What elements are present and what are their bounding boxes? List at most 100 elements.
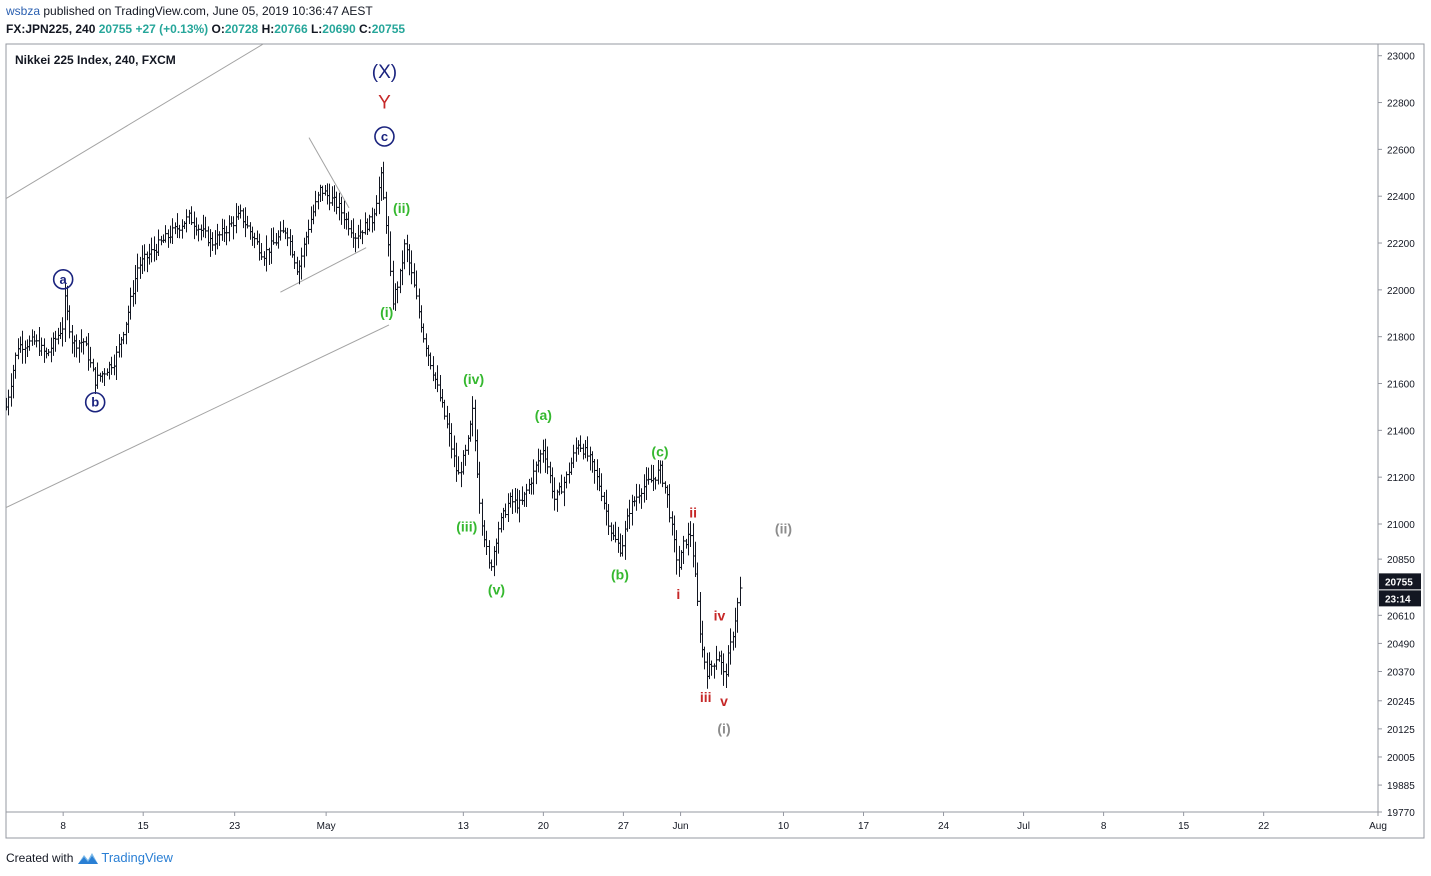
tradingview-brand[interactable]: TradingView bbox=[101, 850, 173, 865]
published-text: published on TradingView.com, June 05, 2… bbox=[40, 4, 373, 18]
ohlc-bar bbox=[49, 337, 54, 363]
ohlc-bar bbox=[236, 205, 241, 220]
wave-label: ii bbox=[689, 504, 697, 520]
ohlc-bar bbox=[323, 184, 328, 196]
ohlc-bar bbox=[23, 340, 28, 364]
ohlc-bar bbox=[583, 440, 588, 459]
ohlc-bar bbox=[482, 520, 487, 548]
ohlc-bar bbox=[220, 218, 225, 241]
ohlc-bar bbox=[124, 321, 129, 345]
ohlc-bar bbox=[292, 251, 297, 269]
open-label: O: bbox=[211, 22, 225, 36]
ohlc-bar bbox=[224, 225, 229, 246]
ohlc-bar bbox=[313, 190, 318, 217]
ohlc-bar bbox=[44, 347, 49, 359]
ohlc-bar bbox=[311, 204, 316, 225]
ohlc-bar bbox=[456, 456, 461, 475]
ohlc-bar bbox=[285, 227, 290, 247]
ohlc-bar bbox=[489, 559, 494, 571]
ohlc-bar bbox=[189, 206, 194, 225]
ohlc-bar bbox=[674, 530, 679, 575]
ohlc-bar bbox=[229, 216, 234, 227]
ohlc-bar bbox=[459, 461, 464, 488]
ohlc-bar bbox=[520, 486, 525, 505]
ohlc-bar bbox=[102, 368, 107, 387]
wave-label: (X) bbox=[372, 62, 397, 83]
ohlc-bar bbox=[531, 459, 536, 495]
tradingview-logo-icon bbox=[78, 852, 99, 864]
ohlc-bar bbox=[627, 499, 632, 530]
ohlc-bar bbox=[529, 477, 534, 495]
ohlc-bar bbox=[213, 230, 218, 255]
ohlc-bar bbox=[241, 208, 246, 229]
ohlc-bar bbox=[630, 494, 635, 526]
wave-label-circle bbox=[84, 391, 106, 413]
ohlc-bar bbox=[264, 235, 269, 272]
ohlc-bar bbox=[192, 211, 197, 240]
ohlc-bar bbox=[602, 491, 607, 510]
ohlc-bar bbox=[477, 461, 482, 514]
x-tick-label: 24 bbox=[938, 821, 950, 832]
ohlc-bar bbox=[567, 462, 572, 484]
ohlc-bar bbox=[353, 233, 358, 253]
y-tick-label: 22400 bbox=[1387, 192, 1415, 203]
ohlc-bar bbox=[475, 429, 480, 479]
ohlc-bar bbox=[543, 438, 548, 473]
ohlc-bar bbox=[349, 220, 354, 238]
x-tick-label: 15 bbox=[138, 821, 150, 832]
ohlc-bar bbox=[39, 337, 44, 356]
ohlc-bar bbox=[346, 211, 351, 236]
ohlc-bar bbox=[597, 468, 602, 492]
wave-label: (i) bbox=[380, 304, 393, 320]
y-tick-label: 21200 bbox=[1387, 473, 1415, 484]
ohlc-bar bbox=[562, 476, 567, 507]
ohlc-bar bbox=[173, 222, 178, 235]
ohlc-bar bbox=[358, 219, 363, 240]
ohlc-bar bbox=[386, 216, 391, 257]
wave-label: (ii) bbox=[393, 200, 410, 216]
ohlc-bar bbox=[681, 535, 686, 565]
ohlc-bar bbox=[210, 232, 215, 251]
ohlc-bar bbox=[473, 399, 478, 452]
last-price-badge bbox=[1379, 573, 1421, 590]
ohlc-bar bbox=[421, 323, 426, 343]
chart-title: Nikkei 225 Index, 240, FXCM bbox=[15, 53, 176, 67]
ohlc-bar bbox=[248, 222, 253, 240]
ohlc-bar bbox=[447, 412, 452, 447]
trend-line bbox=[6, 44, 264, 199]
ohlc-bar bbox=[121, 331, 126, 345]
ohlc-bar bbox=[152, 236, 157, 262]
ohlc-bar bbox=[499, 512, 504, 533]
ohlc-bar bbox=[433, 372, 438, 390]
ohlc-bar bbox=[177, 224, 182, 239]
wave-label: (ii) bbox=[775, 521, 792, 537]
y-tick-label: 21000 bbox=[1387, 520, 1415, 531]
wave-label: (v) bbox=[488, 582, 505, 598]
ohlc-bar bbox=[79, 329, 84, 353]
ohlc-bar bbox=[691, 523, 696, 568]
ohlc-bar bbox=[496, 521, 501, 554]
y-tick-label: 20610 bbox=[1387, 611, 1415, 622]
wave-label: v bbox=[720, 693, 728, 709]
ohlc-bar bbox=[538, 449, 543, 474]
ohlc-bar bbox=[588, 446, 593, 471]
ohlc-bar bbox=[677, 545, 682, 577]
ohlc-bar bbox=[461, 450, 466, 475]
ohlc-bar bbox=[356, 224, 361, 249]
y-tick-label: 19885 bbox=[1387, 781, 1415, 792]
x-tick-label: 27 bbox=[618, 821, 630, 832]
ohlc-bar bbox=[714, 645, 719, 670]
ohlc-bar bbox=[733, 607, 738, 648]
author-name[interactable]: wsbza bbox=[6, 4, 41, 18]
ohlc-bar bbox=[695, 562, 700, 607]
ohlc-bar bbox=[435, 365, 440, 393]
y-tick-label: 22600 bbox=[1387, 145, 1415, 156]
ohlc-bar bbox=[65, 285, 70, 321]
last-price-value: 20755 bbox=[98, 22, 133, 36]
ohlc-bar bbox=[170, 218, 175, 245]
ohlc-bar bbox=[166, 229, 171, 248]
ohlc-bar bbox=[470, 396, 475, 437]
ohlc-bar bbox=[407, 244, 412, 276]
ohlc-bar bbox=[288, 229, 293, 256]
